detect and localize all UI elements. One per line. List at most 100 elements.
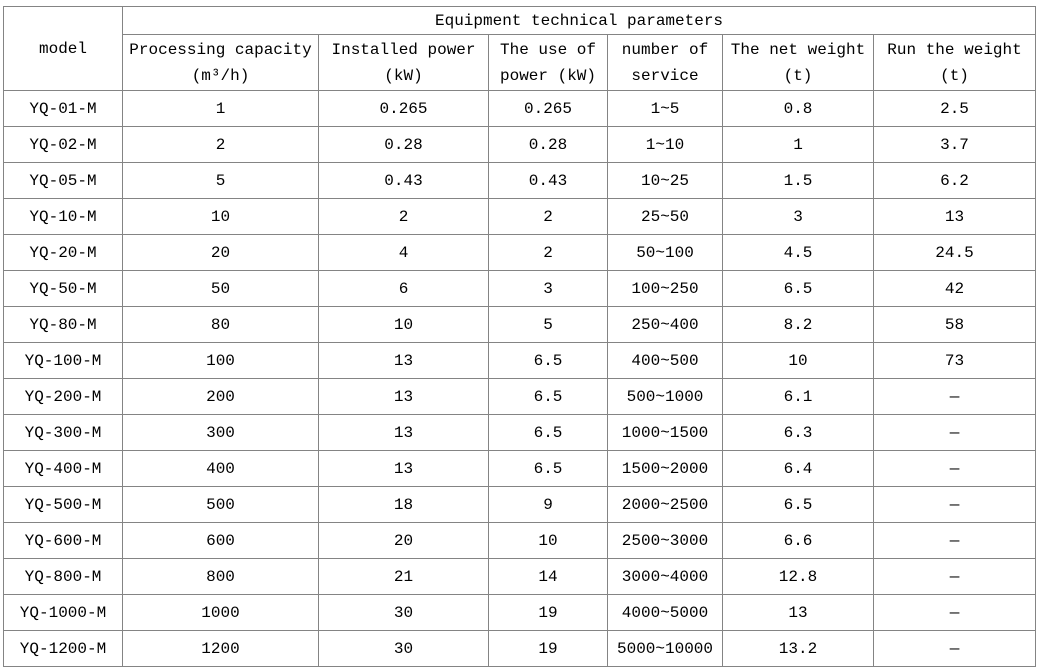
cell-model: YQ-50-M bbox=[3, 270, 123, 307]
cell-installed-power: 4 bbox=[318, 234, 489, 271]
cell-net-weight: 6.5 bbox=[722, 270, 874, 307]
cell-service-number: 3000~4000 bbox=[607, 558, 723, 595]
cell-net-weight: 6.4 bbox=[722, 450, 874, 487]
cell-model: YQ-400-M bbox=[3, 450, 123, 487]
table-row: YQ-1000-M 1000 30 19 4000~5000 13 — bbox=[3, 594, 1037, 631]
cell-processing-capacity: 600 bbox=[122, 522, 319, 559]
cell-processing-capacity: 20 bbox=[122, 234, 319, 271]
table-header-row: Processing capacity (m³/h) Installed pow… bbox=[4, 34, 1037, 91]
col-header-line2: service bbox=[631, 66, 699, 85]
cell-run-weight: 42 bbox=[872, 270, 1037, 307]
cell-run-weight: 24.5 bbox=[872, 234, 1037, 271]
cell-processing-capacity: 1200 bbox=[122, 630, 319, 667]
cell-processing-capacity: 500 bbox=[122, 486, 319, 523]
col-header-line1: number of bbox=[621, 40, 709, 59]
cell-processing-capacity: 80 bbox=[122, 306, 319, 343]
cell-service-number: 50~100 bbox=[607, 234, 723, 271]
cell-installed-power: 18 bbox=[318, 486, 489, 523]
cell-model: YQ-500-M bbox=[3, 486, 123, 523]
cell-net-weight: 12.8 bbox=[722, 558, 874, 595]
cell-installed-power: 2 bbox=[318, 198, 489, 235]
col-header-line1: The net weight bbox=[730, 40, 866, 59]
cell-run-weight: — bbox=[872, 450, 1037, 487]
cell-service-number: 10~25 bbox=[607, 162, 723, 199]
cell-run-weight: — bbox=[872, 486, 1037, 523]
table-row: YQ-400-M 400 13 6.5 1500~2000 6.4 — bbox=[3, 450, 1037, 487]
cell-installed-power: 13 bbox=[318, 414, 489, 451]
cell-service-number: 500~1000 bbox=[607, 378, 723, 415]
cell-processing-capacity: 1000 bbox=[122, 594, 319, 631]
cell-use-of-power: 9 bbox=[488, 486, 608, 523]
cell-installed-power: 13 bbox=[318, 450, 489, 487]
col-header-use-of-power: The use of power (kW) bbox=[488, 34, 608, 91]
cell-service-number: 1000~1500 bbox=[607, 414, 723, 451]
cell-use-of-power: 19 bbox=[488, 630, 608, 667]
cell-use-of-power: 3 bbox=[488, 270, 608, 307]
cell-service-number: 1~10 bbox=[607, 126, 723, 163]
cell-installed-power: 0.28 bbox=[318, 126, 489, 163]
cell-run-weight: — bbox=[872, 558, 1037, 595]
cell-net-weight: 13.2 bbox=[722, 630, 874, 667]
cell-use-of-power: 2 bbox=[488, 234, 608, 271]
cell-net-weight: 3 bbox=[722, 198, 874, 235]
table-row: YQ-50-M 50 6 3 100~250 6.5 42 bbox=[3, 270, 1037, 307]
cell-use-of-power: 0.43 bbox=[488, 162, 608, 199]
table-row: YQ-05-M 5 0.43 0.43 10~25 1.5 6.2 bbox=[3, 162, 1037, 199]
col-header-line2: power (kW) bbox=[499, 66, 596, 85]
cell-service-number: 400~500 bbox=[607, 342, 723, 379]
cell-run-weight: 6.2 bbox=[872, 162, 1037, 199]
cell-use-of-power: 2 bbox=[488, 198, 608, 235]
cell-model: YQ-100-M bbox=[3, 342, 123, 379]
table-row: YQ-01-M 1 0.265 0.265 1~5 0.8 2.5 bbox=[3, 90, 1037, 127]
cell-processing-capacity: 5 bbox=[122, 162, 319, 199]
table-row: YQ-300-M 300 13 6.5 1000~1500 6.3 — bbox=[3, 414, 1037, 451]
cell-installed-power: 21 bbox=[318, 558, 489, 595]
cell-use-of-power: 6.5 bbox=[488, 342, 608, 379]
cell-model: YQ-05-M bbox=[3, 162, 123, 199]
cell-run-weight: 13 bbox=[872, 198, 1037, 235]
col-header-line1: Processing capacity bbox=[129, 40, 312, 59]
cell-net-weight: 1 bbox=[722, 126, 874, 163]
cell-installed-power: 20 bbox=[318, 522, 489, 559]
cell-installed-power: 0.265 bbox=[318, 90, 489, 127]
col-header-line2: (kW) bbox=[384, 66, 423, 85]
col-header-run-weight: Run the weight (t) bbox=[872, 34, 1037, 91]
col-header-processing-capacity: Processing capacity (m³/h) bbox=[122, 34, 319, 91]
col-header-line1: The use of bbox=[499, 40, 596, 59]
cell-use-of-power: 5 bbox=[488, 306, 608, 343]
cell-service-number: 4000~5000 bbox=[607, 594, 723, 631]
cell-installed-power: 10 bbox=[318, 306, 489, 343]
cell-use-of-power: 10 bbox=[488, 522, 608, 559]
cell-use-of-power: 19 bbox=[488, 594, 608, 631]
cell-installed-power: 30 bbox=[318, 630, 489, 667]
col-header-installed-power: Installed power (kW) bbox=[318, 34, 489, 91]
cell-processing-capacity: 200 bbox=[122, 378, 319, 415]
cell-run-weight: — bbox=[872, 378, 1037, 415]
cell-net-weight: 6.6 bbox=[722, 522, 874, 559]
table-row: YQ-10-M 10 2 2 25~50 3 13 bbox=[3, 198, 1037, 235]
cell-run-weight: 3.7 bbox=[872, 126, 1037, 163]
cell-run-weight: — bbox=[872, 630, 1037, 667]
cell-net-weight: 10 bbox=[722, 342, 874, 379]
cell-net-weight: 13 bbox=[722, 594, 874, 631]
cell-run-weight: — bbox=[872, 414, 1037, 451]
table-row: YQ-600-M 600 20 10 2500~3000 6.6 — bbox=[3, 522, 1037, 559]
cell-model: YQ-10-M bbox=[3, 198, 123, 235]
col-header-line2: (m³/h) bbox=[191, 66, 250, 85]
cell-net-weight: 6.3 bbox=[722, 414, 874, 451]
cell-use-of-power: 0.265 bbox=[488, 90, 608, 127]
table-title: Equipment technical parameters bbox=[121, 6, 1037, 35]
cell-use-of-power: 6.5 bbox=[488, 378, 608, 415]
cell-model: YQ-600-M bbox=[3, 522, 123, 559]
cell-use-of-power: 0.28 bbox=[488, 126, 608, 163]
equipment-parameters-table: model Equipment technical parameters Pro… bbox=[3, 6, 1037, 667]
cell-model: YQ-800-M bbox=[3, 558, 123, 595]
table-title-row: model Equipment technical parameters bbox=[3, 6, 1037, 91]
cell-installed-power: 13 bbox=[318, 342, 489, 379]
cell-processing-capacity: 300 bbox=[122, 414, 319, 451]
cell-service-number: 25~50 bbox=[607, 198, 723, 235]
cell-use-of-power: 6.5 bbox=[488, 414, 608, 451]
cell-net-weight: 0.8 bbox=[722, 90, 874, 127]
cell-installed-power: 30 bbox=[318, 594, 489, 631]
cell-installed-power: 0.43 bbox=[318, 162, 489, 199]
